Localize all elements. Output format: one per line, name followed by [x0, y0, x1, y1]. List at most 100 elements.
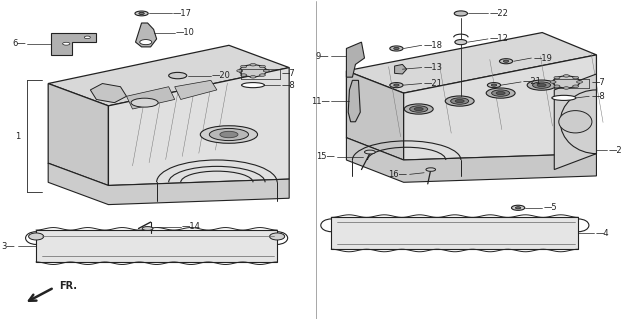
Ellipse shape: [220, 131, 238, 138]
Ellipse shape: [250, 76, 256, 78]
Polygon shape: [127, 87, 175, 109]
Polygon shape: [48, 84, 109, 186]
Polygon shape: [346, 138, 597, 182]
Ellipse shape: [552, 95, 576, 100]
Text: —18: —18: [424, 41, 442, 50]
Polygon shape: [346, 71, 404, 160]
Text: —17: —17: [173, 9, 192, 18]
Ellipse shape: [554, 76, 560, 79]
Ellipse shape: [270, 233, 285, 240]
Ellipse shape: [241, 65, 246, 68]
Ellipse shape: [532, 82, 550, 88]
Ellipse shape: [496, 92, 505, 95]
Text: 3—: 3—: [1, 242, 15, 251]
Polygon shape: [90, 84, 127, 103]
Ellipse shape: [527, 80, 556, 90]
Text: 9—: 9—: [316, 52, 329, 61]
Ellipse shape: [140, 40, 152, 45]
Ellipse shape: [209, 128, 248, 140]
Ellipse shape: [410, 106, 427, 112]
Text: 16—: 16—: [388, 170, 407, 179]
Ellipse shape: [491, 84, 497, 86]
Polygon shape: [404, 55, 597, 160]
Text: —2: —2: [608, 146, 622, 155]
Ellipse shape: [451, 98, 469, 104]
Ellipse shape: [504, 60, 509, 62]
Text: —5: —5: [544, 203, 558, 212]
Text: —20: —20: [212, 71, 231, 80]
Ellipse shape: [414, 108, 423, 111]
Ellipse shape: [487, 83, 500, 88]
Text: —13: —13: [424, 63, 442, 72]
Text: 1: 1: [15, 132, 21, 140]
Text: —4: —4: [595, 229, 609, 238]
Ellipse shape: [390, 83, 403, 88]
Ellipse shape: [573, 85, 578, 87]
Ellipse shape: [241, 74, 246, 76]
Polygon shape: [554, 74, 597, 170]
Ellipse shape: [445, 96, 474, 106]
Polygon shape: [135, 23, 157, 47]
Text: —22: —22: [490, 9, 509, 18]
Ellipse shape: [554, 85, 560, 87]
Ellipse shape: [390, 46, 403, 51]
Polygon shape: [51, 33, 96, 55]
Ellipse shape: [454, 11, 467, 16]
Ellipse shape: [499, 59, 513, 64]
Ellipse shape: [558, 111, 592, 133]
Ellipse shape: [512, 205, 525, 210]
Ellipse shape: [486, 88, 515, 98]
Ellipse shape: [131, 98, 158, 107]
Polygon shape: [48, 163, 289, 204]
Polygon shape: [36, 230, 277, 262]
Ellipse shape: [263, 69, 270, 72]
Ellipse shape: [29, 233, 44, 240]
Ellipse shape: [62, 42, 70, 45]
Ellipse shape: [563, 75, 569, 77]
Ellipse shape: [168, 72, 187, 79]
Polygon shape: [48, 45, 289, 106]
Ellipse shape: [236, 69, 243, 72]
Ellipse shape: [394, 47, 399, 50]
Text: —21: —21: [523, 77, 542, 86]
Ellipse shape: [142, 227, 153, 230]
Text: 15—: 15—: [316, 152, 335, 161]
Polygon shape: [346, 42, 364, 77]
Text: —8: —8: [282, 81, 296, 90]
Ellipse shape: [394, 84, 399, 86]
Text: —7: —7: [592, 78, 605, 87]
Text: FR.: FR.: [59, 281, 77, 291]
Text: 6—: 6—: [12, 39, 26, 48]
Ellipse shape: [492, 90, 510, 96]
Polygon shape: [331, 217, 578, 249]
Polygon shape: [394, 64, 407, 74]
Ellipse shape: [515, 207, 521, 209]
Polygon shape: [348, 80, 360, 122]
Ellipse shape: [241, 83, 265, 88]
Ellipse shape: [250, 63, 256, 66]
Text: —10: —10: [176, 28, 195, 37]
Ellipse shape: [200, 126, 258, 143]
Ellipse shape: [260, 65, 265, 68]
Ellipse shape: [364, 150, 375, 154]
Ellipse shape: [573, 76, 578, 79]
Ellipse shape: [563, 87, 569, 89]
Ellipse shape: [553, 76, 580, 88]
Ellipse shape: [426, 168, 436, 171]
Ellipse shape: [260, 74, 265, 76]
Text: —8: —8: [592, 92, 605, 101]
Ellipse shape: [550, 81, 556, 83]
Text: 11—: 11—: [311, 97, 329, 106]
Text: —19: —19: [533, 53, 552, 62]
Ellipse shape: [455, 40, 467, 45]
Ellipse shape: [240, 65, 266, 77]
Ellipse shape: [404, 104, 433, 114]
Text: —21: —21: [424, 79, 442, 88]
Text: —14: —14: [182, 222, 201, 231]
Ellipse shape: [135, 11, 148, 16]
Ellipse shape: [84, 36, 90, 39]
Text: —12: —12: [490, 35, 509, 44]
Polygon shape: [109, 68, 289, 186]
Polygon shape: [175, 80, 217, 100]
Text: —7: —7: [282, 69, 296, 78]
